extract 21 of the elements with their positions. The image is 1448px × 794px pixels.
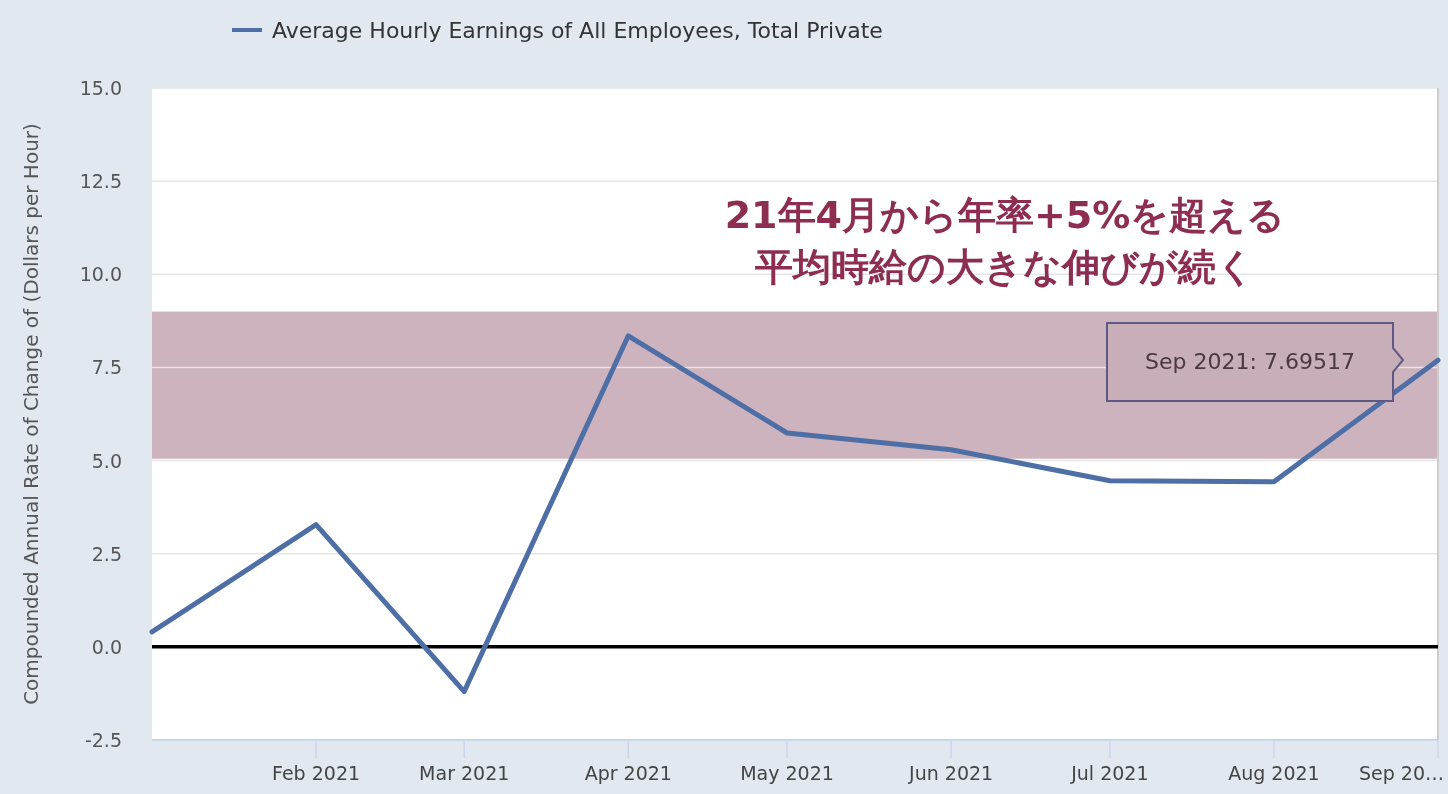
x-tick-label: Mar 2021 [419, 762, 510, 784]
x-tick-label: Feb 2021 [272, 762, 361, 784]
y-tick-label: 10.0 [79, 263, 122, 286]
x-tick-label: Jul 2021 [1070, 762, 1149, 784]
y-tick-label: 7.5 [91, 356, 122, 379]
y-tick-label: -2.5 [84, 729, 122, 751]
annotation: 平均時給の大きな伸びが続く [755, 245, 1255, 289]
annotation: 21年4月から年率+5%を超える [724, 193, 1286, 237]
y-tick-label: 15.0 [79, 77, 122, 99]
legend-label: Average Hourly Earnings of All Employees, Total Private [272, 18, 883, 43]
y-tick-label: 2.5 [91, 542, 122, 565]
y-tick-label: 5.0 [91, 449, 122, 472]
x-tick-label: Aug 2021 [1228, 762, 1320, 784]
y-tick-label: 12.5 [79, 170, 122, 193]
x-tick-label: Sep 20… [1358, 762, 1444, 784]
x-tick-label: Apr 2021 [584, 762, 672, 784]
y-tick-label: 0.0 [91, 635, 122, 658]
x-tick-label: Jun 2021 [908, 762, 994, 784]
x-tick-label: May 2021 [740, 762, 834, 784]
y-axis-title: Compounded Annual Rate of Change of (Dollars per Hour) [19, 123, 43, 705]
annotation: Sep 2021: 7.69517 [1145, 349, 1355, 374]
